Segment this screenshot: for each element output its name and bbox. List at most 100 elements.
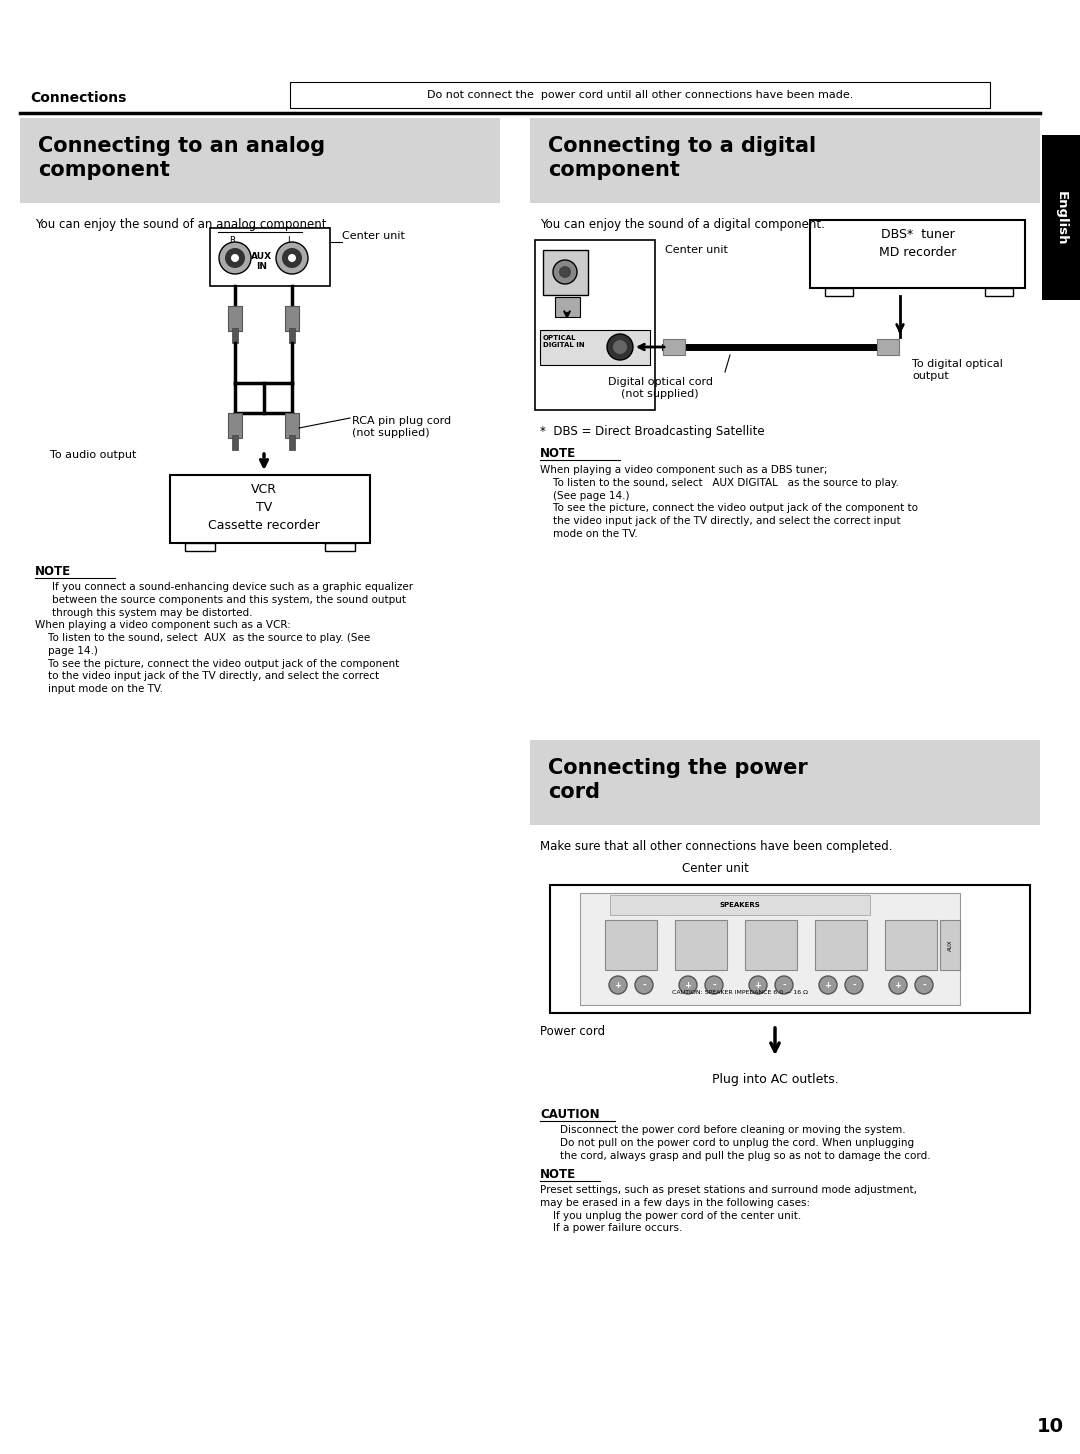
Bar — [232, 435, 238, 449]
Circle shape — [889, 976, 907, 995]
Text: L: L — [287, 236, 293, 246]
Text: If you connect a sound-enhancing device such as a graphic equalizer
between the : If you connect a sound-enhancing device … — [52, 582, 414, 618]
Bar — [543, 250, 588, 295]
Text: Center unit: Center unit — [665, 246, 728, 254]
Text: AUX: AUX — [947, 939, 953, 951]
Text: OPTICAL
DIGITAL IN: OPTICAL DIGITAL IN — [543, 334, 584, 348]
Circle shape — [225, 249, 245, 268]
Bar — [550, 885, 1030, 1013]
Text: Connecting to a digital
component: Connecting to a digital component — [548, 137, 816, 180]
Bar — [675, 920, 727, 970]
Text: Make sure that all other connections have been completed.: Make sure that all other connections hav… — [540, 840, 892, 853]
Text: To listen to the sound, select  AUX  as the source to play. (See
    page 14.)
 : To listen to the sound, select AUX as th… — [35, 632, 400, 694]
Bar — [325, 542, 355, 551]
Circle shape — [288, 254, 296, 262]
Bar — [530, 740, 1040, 824]
Text: Connecting to an analog
component: Connecting to an analog component — [38, 137, 325, 180]
Text: R: R — [229, 236, 235, 246]
Text: When playing a video component such as a DBS tuner;
    To listen to the sound, : When playing a video component such as a… — [540, 465, 918, 539]
Bar — [210, 228, 330, 286]
Bar — [810, 220, 1025, 288]
Text: Plug into AC outlets.: Plug into AC outlets. — [712, 1073, 838, 1086]
Bar — [289, 435, 295, 449]
Circle shape — [231, 254, 239, 262]
Bar — [885, 920, 937, 970]
Bar — [825, 288, 853, 297]
Text: *  DBS = Direct Broadcasting Satellite: * DBS = Direct Broadcasting Satellite — [540, 425, 765, 438]
Text: -: - — [782, 980, 786, 990]
Bar — [555, 297, 580, 317]
Text: 10: 10 — [1037, 1416, 1064, 1435]
Text: VCR
TV
Cassette recorder: VCR TV Cassette recorder — [208, 483, 320, 532]
Circle shape — [915, 976, 933, 995]
Bar — [232, 329, 238, 343]
Circle shape — [635, 976, 653, 995]
Bar — [1042, 135, 1080, 300]
Text: NOTE: NOTE — [540, 1168, 576, 1181]
Bar — [745, 920, 797, 970]
Circle shape — [559, 266, 571, 278]
Text: Digital optical cord
(not supplied): Digital optical cord (not supplied) — [607, 377, 713, 400]
Circle shape — [553, 260, 577, 284]
Text: +: + — [894, 980, 902, 990]
Text: +: + — [685, 980, 691, 990]
Text: You can enjoy the sound of a digital component.: You can enjoy the sound of a digital com… — [540, 218, 825, 231]
Text: Connections: Connections — [30, 92, 126, 105]
Bar — [530, 118, 1040, 204]
Text: -: - — [712, 980, 716, 990]
Text: +: + — [755, 980, 761, 990]
Text: -: - — [643, 980, 646, 990]
Bar — [228, 413, 242, 438]
Circle shape — [613, 340, 627, 353]
Text: CAUTION: CAUTION — [540, 1108, 599, 1121]
Bar — [289, 329, 295, 343]
Text: Disconnect the power cord before cleaning or moving the system.
Do not pull on t: Disconnect the power cord before cleanin… — [561, 1125, 931, 1160]
Bar — [285, 413, 299, 438]
Text: NOTE: NOTE — [35, 566, 71, 579]
Circle shape — [282, 249, 302, 268]
Bar — [610, 896, 870, 915]
Circle shape — [679, 976, 697, 995]
Circle shape — [775, 976, 793, 995]
Text: Power cord: Power cord — [540, 1025, 605, 1038]
Text: Connecting the power
cord: Connecting the power cord — [548, 758, 808, 803]
Bar — [605, 920, 657, 970]
Text: Center unit: Center unit — [342, 231, 405, 241]
Text: To digital optical
output: To digital optical output — [912, 359, 1003, 381]
Text: Do not connect the  power cord until all other connections have been made.: Do not connect the power cord until all … — [427, 90, 853, 100]
Bar — [985, 288, 1013, 297]
Text: -: - — [922, 980, 926, 990]
Text: English: English — [1054, 190, 1067, 246]
Text: When playing a video component such as a VCR:: When playing a video component such as a… — [35, 619, 291, 630]
Text: Preset settings, such as preset stations and surround mode adjustment,
may be er: Preset settings, such as preset stations… — [540, 1185, 917, 1233]
Circle shape — [219, 241, 251, 273]
Bar — [815, 920, 867, 970]
Circle shape — [609, 976, 627, 995]
Text: NOTE: NOTE — [540, 446, 576, 459]
Bar — [170, 475, 370, 542]
Bar — [877, 339, 899, 355]
Bar — [940, 920, 960, 970]
Bar — [291, 81, 990, 108]
Bar — [663, 339, 685, 355]
Circle shape — [819, 976, 837, 995]
Circle shape — [705, 976, 723, 995]
Text: +: + — [824, 980, 832, 990]
Text: Center unit: Center unit — [681, 862, 748, 875]
Text: AUX
IN: AUX IN — [252, 252, 272, 270]
Circle shape — [276, 241, 308, 273]
Circle shape — [845, 976, 863, 995]
Bar — [21, 118, 500, 204]
Bar — [540, 330, 650, 365]
Circle shape — [750, 976, 767, 995]
Text: DBS*  tuner
MD recorder: DBS* tuner MD recorder — [879, 228, 956, 259]
Text: RCA pin plug cord
(not supplied): RCA pin plug cord (not supplied) — [352, 416, 451, 439]
Bar — [285, 305, 299, 332]
Bar — [185, 542, 215, 551]
Text: CAUTION: SPEAKER IMPEDANCE 6.0 — 16 Ω: CAUTION: SPEAKER IMPEDANCE 6.0 — 16 Ω — [672, 990, 808, 996]
Text: -: - — [852, 980, 855, 990]
Bar — [228, 305, 242, 332]
Text: SPEAKERS: SPEAKERS — [719, 901, 760, 907]
Circle shape — [607, 334, 633, 361]
Bar — [580, 893, 960, 1005]
